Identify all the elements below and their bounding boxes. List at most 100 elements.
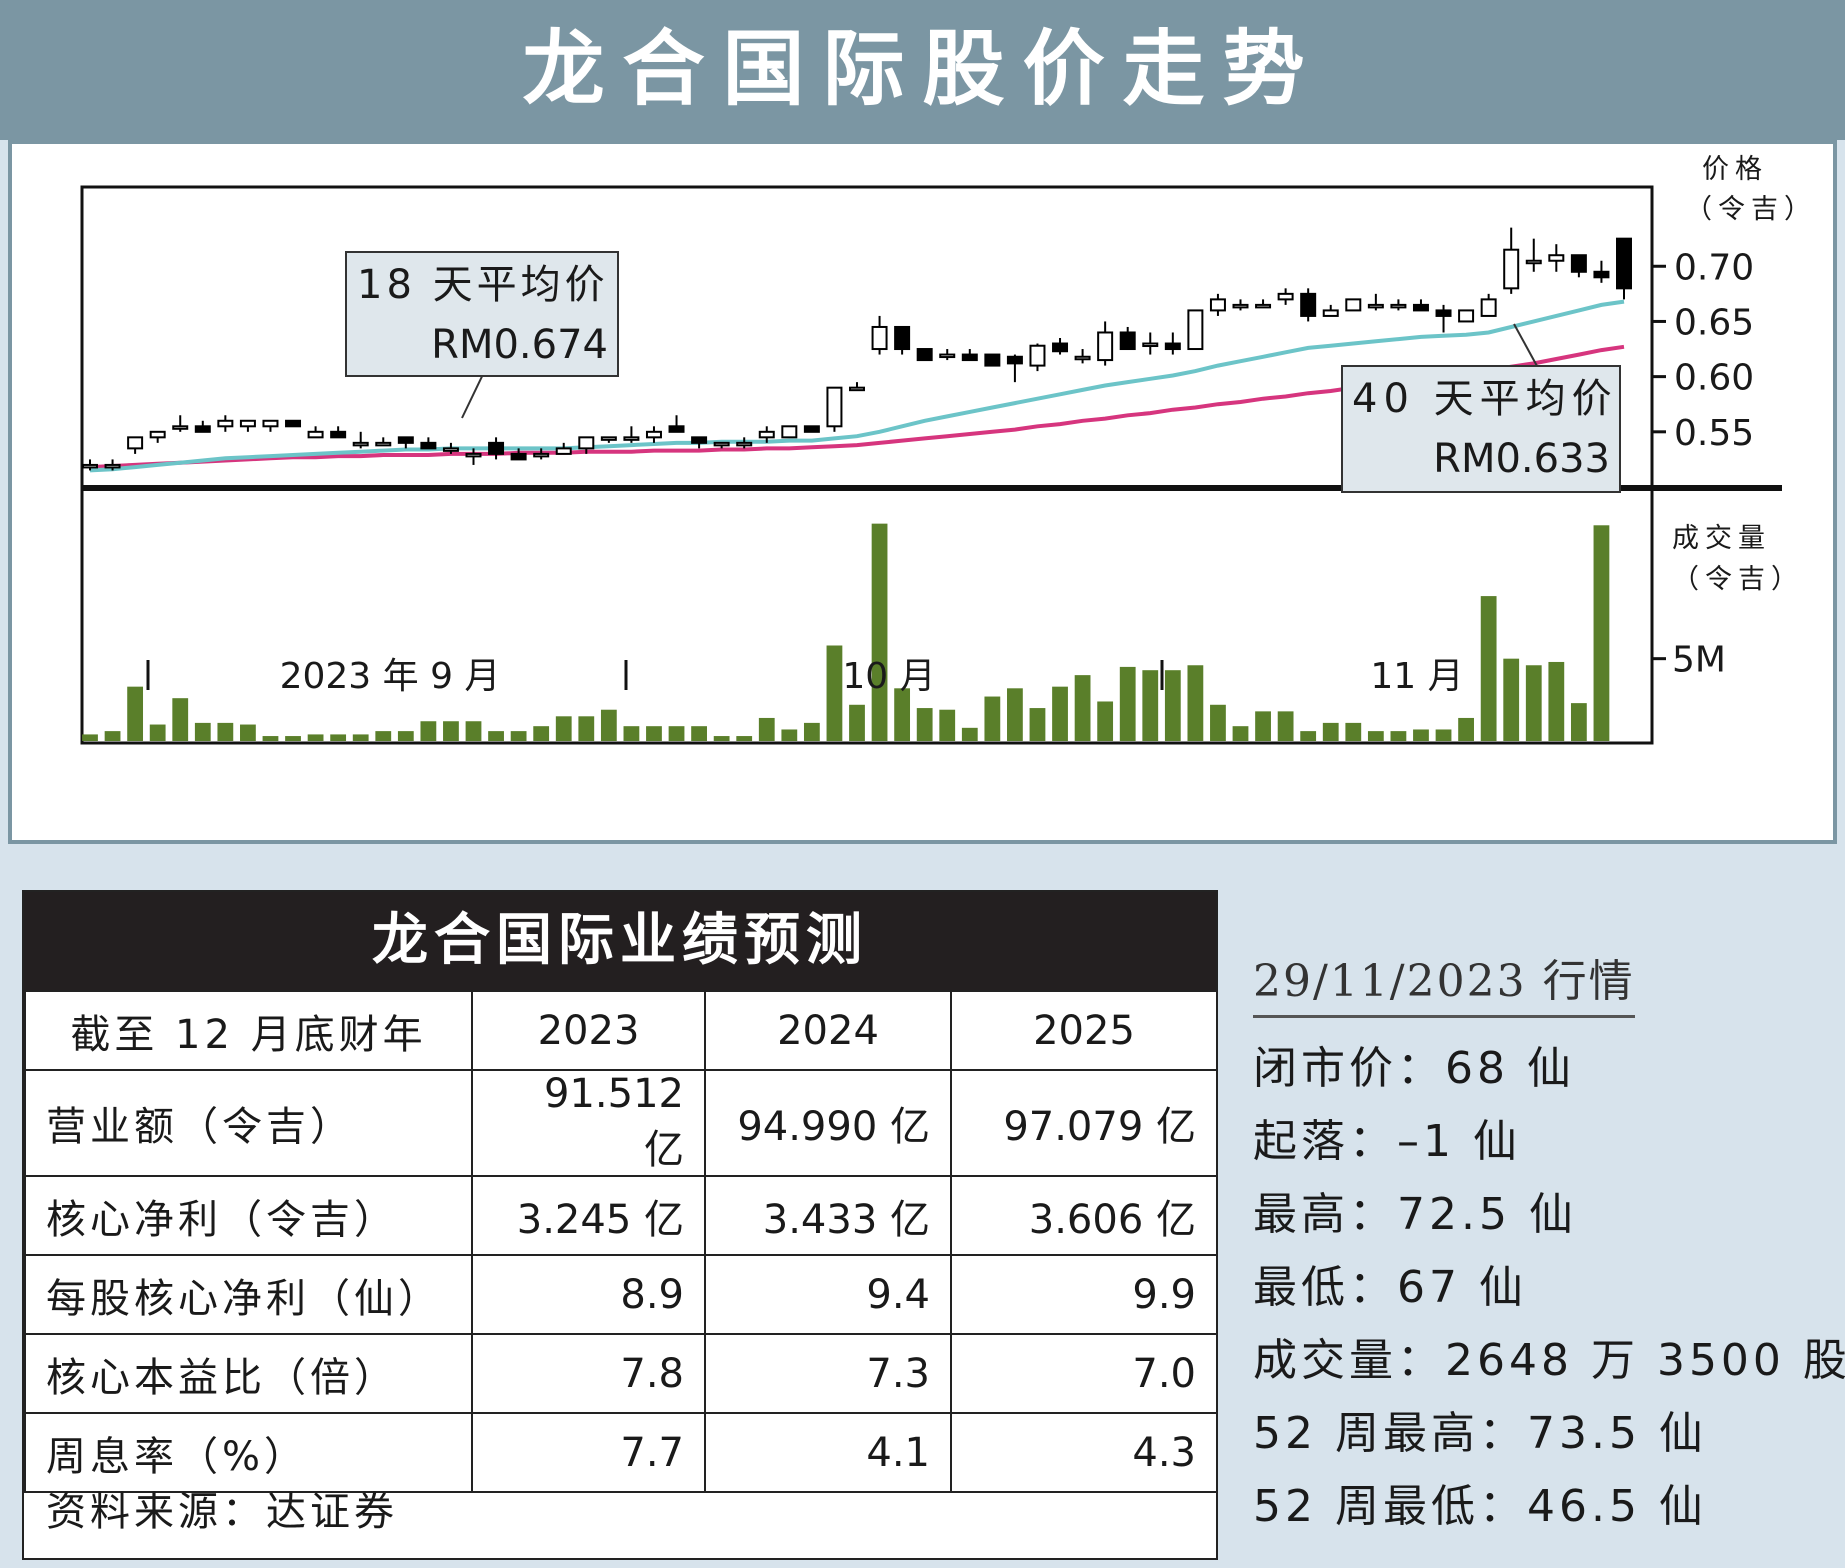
candle-body bbox=[1345, 298, 1362, 312]
candle-body bbox=[1412, 303, 1429, 312]
candle-body bbox=[1480, 298, 1497, 317]
candle-body bbox=[352, 441, 369, 447]
volume-bar bbox=[691, 726, 707, 741]
volume-bar bbox=[1210, 704, 1226, 741]
market-high: 最高：72.5 仙 bbox=[1253, 1189, 1577, 1240]
candle-body bbox=[1006, 355, 1023, 365]
ma18-callout-value: RM0.674 bbox=[431, 322, 608, 368]
candle-body bbox=[1209, 298, 1226, 312]
table-cell: 9.9 bbox=[950, 1254, 1218, 1335]
candle-body bbox=[307, 430, 324, 439]
candle-body bbox=[1029, 344, 1046, 367]
volume-bar bbox=[397, 731, 414, 741]
candle-body bbox=[1052, 342, 1069, 353]
candle-body bbox=[781, 425, 798, 439]
ma18-callout-box bbox=[345, 251, 619, 377]
page-title: 龙合国际股价走势 bbox=[522, 22, 1323, 117]
candle-body bbox=[984, 353, 1001, 367]
ma40-callout-value: RM0.633 bbox=[1433, 436, 1610, 482]
volume-bar bbox=[375, 731, 392, 741]
table-row: 周息率（%） 7.7 4.1 4.3 bbox=[24, 1412, 1218, 1493]
volume-bar bbox=[1164, 670, 1181, 741]
volume-bar bbox=[533, 726, 550, 741]
volume-bar bbox=[1074, 675, 1091, 741]
volume-bar bbox=[82, 734, 98, 741]
table-cell: 3.433 亿 bbox=[704, 1175, 952, 1256]
candle-body bbox=[194, 425, 211, 433]
volume-bar bbox=[488, 731, 504, 741]
ma18-line bbox=[89, 299, 1625, 473]
volume-bar bbox=[984, 696, 1001, 741]
x-label-oct: 10 月 bbox=[842, 656, 935, 697]
volume-bar bbox=[1390, 731, 1407, 741]
volume-bar bbox=[1322, 722, 1339, 741]
row-label: 核心本益比（倍） bbox=[24, 1333, 473, 1414]
candle-body bbox=[488, 441, 505, 455]
volume-bar bbox=[1277, 711, 1294, 741]
candle-body bbox=[758, 430, 775, 439]
volume-bar bbox=[1480, 596, 1497, 741]
candle-body bbox=[1300, 292, 1317, 317]
volume-bar bbox=[713, 736, 730, 741]
row-label: 营业额（令吉） bbox=[24, 1069, 473, 1177]
volume-bar bbox=[172, 698, 189, 741]
volume-bar bbox=[510, 731, 527, 741]
candle-body bbox=[916, 348, 933, 362]
forecast-title: 龙合国际业绩预测 bbox=[24, 892, 1216, 990]
candle-body bbox=[1390, 303, 1407, 309]
volume-bar bbox=[240, 724, 256, 741]
candle-body bbox=[1142, 342, 1159, 348]
header-banner: 龙合国际股价走势 bbox=[0, 0, 1845, 140]
candle-body bbox=[330, 430, 347, 439]
candle-body bbox=[420, 441, 437, 450]
volume-bar bbox=[646, 726, 662, 741]
candle-body bbox=[1322, 309, 1339, 317]
market-low: 最低：67 仙 bbox=[1253, 1262, 1527, 1313]
ma40-callout-pointer bbox=[1513, 323, 1538, 367]
volume-bar bbox=[465, 721, 482, 741]
table-cell: 7.3 bbox=[704, 1333, 952, 1414]
volume-bar bbox=[443, 721, 459, 741]
table-cell: 7.0 bbox=[950, 1333, 1218, 1414]
candle-body bbox=[939, 353, 956, 359]
ma40-callout-title: 40 天平均价 bbox=[1352, 376, 1618, 422]
volume-bar bbox=[420, 721, 437, 741]
volume-bar bbox=[217, 722, 234, 741]
volume-bar bbox=[849, 704, 865, 741]
volume-bars: 5M bbox=[82, 523, 1726, 741]
candle-body bbox=[375, 441, 392, 447]
header-cell: 2023 bbox=[471, 990, 706, 1071]
candle-body bbox=[623, 436, 640, 441]
header-cell: 截至 12 月底财年 bbox=[24, 990, 473, 1071]
table-cell: 4.3 bbox=[950, 1412, 1218, 1493]
candle-body bbox=[803, 425, 820, 433]
candle-body bbox=[285, 419, 302, 428]
candle-body bbox=[1570, 254, 1587, 273]
candle-body bbox=[668, 425, 685, 433]
market-close: 闭市价：68 仙 bbox=[1253, 1043, 1575, 1094]
y-tick-label: 0.65 bbox=[1674, 302, 1754, 343]
volume-bar bbox=[1413, 729, 1429, 741]
candle-body bbox=[217, 419, 234, 428]
price-ticks: 0.55 0.60 0.65 0.70 bbox=[1652, 247, 1754, 454]
volume-bar bbox=[555, 716, 572, 741]
row-label: 周息率（%） bbox=[24, 1412, 473, 1493]
volume-bar bbox=[1007, 688, 1023, 741]
candle-body bbox=[262, 419, 279, 428]
candle-body bbox=[1232, 303, 1249, 309]
table-cell: 9.4 bbox=[704, 1254, 952, 1335]
y-tick-label: 0.60 bbox=[1674, 358, 1754, 399]
ma40-callout-box bbox=[1341, 365, 1621, 493]
volume-unit-label-1: 成交量 bbox=[1672, 523, 1771, 554]
volume-bar bbox=[1029, 708, 1046, 741]
candle-body bbox=[713, 441, 730, 447]
candle-body bbox=[1548, 254, 1565, 262]
x-label-nov: 11 月 bbox=[1370, 656, 1463, 697]
candle-body bbox=[82, 463, 98, 469]
data-source-note: 资料来源：达证券 bbox=[46, 1489, 398, 1535]
table-row: 核心本益比（倍） 7.8 7.3 7.0 bbox=[24, 1333, 1218, 1414]
volume-bar bbox=[1097, 701, 1114, 741]
candle-body bbox=[1593, 270, 1610, 279]
candle-body bbox=[578, 436, 595, 450]
volume-bar bbox=[1367, 731, 1384, 741]
